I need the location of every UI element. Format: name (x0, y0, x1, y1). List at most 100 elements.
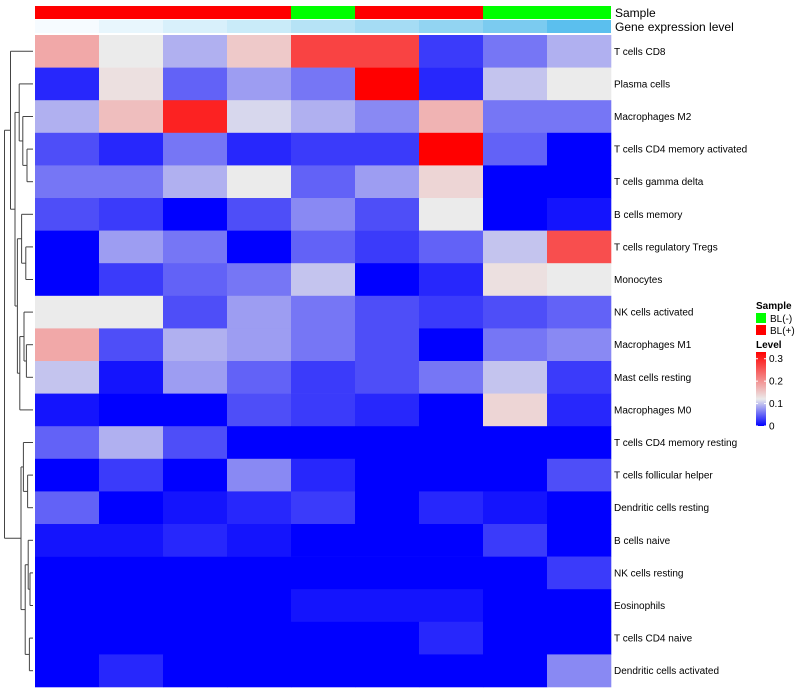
heatmap-cell (227, 100, 292, 134)
row-label: B cells memory (614, 210, 682, 221)
heatmap-cell (355, 67, 420, 101)
heatmap-cell (355, 524, 420, 557)
heatmap-cell (483, 295, 548, 329)
legend-level-title: Level (756, 340, 782, 351)
heatmap-cell (35, 165, 100, 199)
heatmap-cell (35, 328, 100, 362)
legend-level-tick-label: 0.3 (769, 354, 783, 365)
heatmap-cell (163, 621, 228, 655)
gene-expression-annotation-label: Gene expression level (615, 20, 734, 34)
legend-sample-title: Sample (756, 301, 792, 312)
legend-level-tick-label: 0 (769, 422, 775, 433)
heatmap-cell (547, 230, 612, 264)
gene-expression-annotation-cell (355, 20, 419, 33)
row-label: T cells follicular helper (614, 471, 713, 482)
heatmap-cell (163, 458, 228, 492)
heatmap-cell (355, 621, 420, 655)
heatmap-cell (355, 654, 420, 688)
row-labels: T cells CD8 Plasma cells Macrophages M2 T c… (614, 47, 747, 677)
heatmap-cell (99, 426, 164, 460)
heatmap-cell (163, 361, 228, 394)
gene-expression-annotation-cell (291, 20, 355, 33)
heatmap-cell (419, 491, 484, 525)
heatmap-cell (483, 621, 548, 655)
sample-annotation-cell (547, 6, 611, 19)
row-label: Macrophages M1 (614, 340, 692, 351)
sample-annotation-cell (483, 6, 547, 19)
heatmap-cell (483, 556, 548, 590)
heatmap-cell (163, 426, 228, 460)
row-label: Dendritic cells resting (614, 503, 709, 514)
gene-expression-annotation-cell (483, 20, 547, 33)
heatmap-cell (547, 426, 612, 460)
gene-expression-annotation-cell (547, 20, 611, 33)
heatmap-cell (355, 589, 420, 623)
heatmap-cell (35, 67, 100, 101)
row-label: Mast cells resting (614, 373, 691, 384)
row-label: Plasma cells (614, 79, 670, 90)
row-label: Eosinophils (614, 601, 665, 612)
heatmap-cell (163, 67, 228, 101)
legend-level-tick-label: 0.2 (769, 377, 783, 388)
heatmap-cell (163, 491, 228, 525)
heatmap-cell (547, 589, 612, 623)
heatmap-cell (35, 132, 100, 166)
heatmap-cell (291, 621, 356, 655)
heatmap-cell (35, 426, 100, 460)
heatmap-cell (227, 132, 292, 166)
heatmap-cell (227, 165, 292, 199)
heatmap-cell (99, 654, 164, 688)
heatmap-cell (291, 458, 356, 492)
heatmap-cell (483, 361, 548, 394)
gene-expression-annotation-cell (99, 20, 163, 33)
heatmap-cell (355, 556, 420, 590)
heatmap-cell (547, 100, 612, 134)
row-label: Macrophages M2 (614, 112, 692, 123)
heatmap-cell (547, 328, 612, 362)
heatmap-cell (355, 100, 420, 134)
heatmap-cell (227, 328, 292, 362)
heatmap-cell (419, 524, 484, 557)
heatmap-cell (163, 654, 228, 688)
heatmap-cell (227, 524, 292, 557)
gene-expression-annotation-cell (419, 20, 483, 33)
heatmap-cell (35, 556, 100, 590)
heatmap-cell (99, 556, 164, 590)
heatmap-cell (99, 132, 164, 166)
heatmap-cell (483, 198, 548, 231)
heatmap-cell (483, 263, 548, 297)
heatmap-cell (163, 35, 228, 68)
heatmap-cell (419, 556, 484, 590)
heatmap-cell (99, 491, 164, 525)
heatmap-cell (99, 328, 164, 362)
heatmap-cell (355, 361, 420, 394)
heatmap-cell (227, 230, 292, 264)
sample-annotation-label: Sample (615, 6, 656, 20)
heatmap-cell (355, 35, 420, 68)
heatmap-cell (35, 361, 100, 394)
heatmap-cell (227, 458, 292, 492)
row-label: NK cells activated (614, 308, 693, 319)
sample-annotation-cell (291, 6, 355, 19)
heatmap-cell (99, 263, 164, 297)
row-label: B cells naive (614, 536, 671, 547)
heatmap-cell (355, 198, 420, 231)
row-label: T cells gamma delta (614, 177, 704, 188)
legend-level-colorbar (756, 352, 766, 426)
heatmap-cell (419, 458, 484, 492)
sample-annotation-cell (35, 6, 99, 19)
heatmap-cell (163, 165, 228, 199)
heatmap-cell (163, 100, 228, 134)
heatmap-cell (163, 328, 228, 362)
heatmap-cell (35, 35, 100, 68)
heatmap-cell (35, 524, 100, 557)
heatmap-cell (99, 165, 164, 199)
heatmap-cell (483, 491, 548, 525)
heatmap-cell (35, 621, 100, 655)
heatmap-cell (419, 165, 484, 199)
heatmap-cell (163, 263, 228, 297)
heatmap-cell (547, 524, 612, 557)
heatmap-cell (419, 67, 484, 101)
